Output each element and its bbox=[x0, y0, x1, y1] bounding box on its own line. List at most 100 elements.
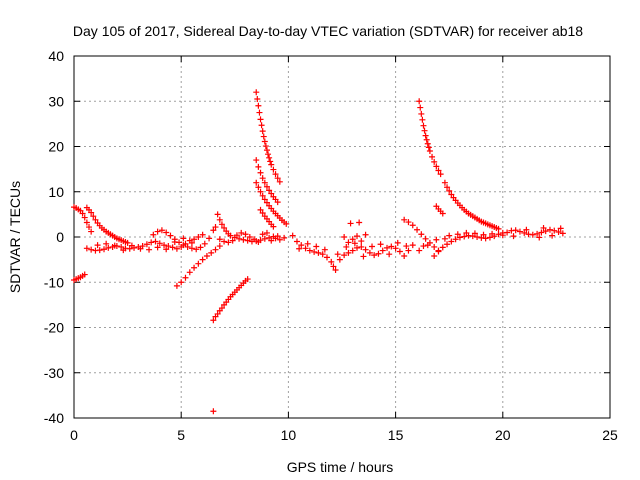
data-point-plus-marker bbox=[214, 211, 221, 218]
y-tick-label: 30 bbox=[48, 93, 64, 109]
data-point-plus-marker bbox=[499, 232, 506, 239]
data-point-plus-marker bbox=[203, 253, 210, 260]
data-point-plus-marker bbox=[270, 223, 277, 230]
data-point-plus-marker bbox=[336, 256, 343, 263]
data-point-plus-marker bbox=[148, 239, 155, 246]
data-point-plus-marker bbox=[349, 247, 356, 254]
data-point-plus-marker bbox=[163, 246, 170, 253]
data-point-plus-marker bbox=[182, 274, 189, 281]
data-point-plus-marker bbox=[167, 232, 174, 239]
data-point-plus-marker bbox=[334, 251, 341, 258]
data-point-plus-marker bbox=[161, 242, 168, 249]
data-point-plus-marker bbox=[263, 199, 270, 206]
data-point-plus-marker bbox=[274, 175, 281, 182]
data-point-plus-marker bbox=[403, 243, 410, 250]
data-point-plus-marker bbox=[240, 236, 247, 243]
data-point-plus-marker bbox=[448, 191, 455, 198]
data-point-plus-marker bbox=[111, 242, 118, 249]
data-point-plus-marker bbox=[349, 236, 356, 243]
data-point-plus-marker bbox=[272, 235, 279, 242]
data-point-plus-marker bbox=[435, 247, 442, 254]
data-point-plus-marker bbox=[423, 136, 430, 143]
y-tick-label: 0 bbox=[56, 229, 64, 245]
data-point-plus-marker bbox=[270, 166, 277, 173]
x-tick-label: 0 bbox=[70, 427, 78, 443]
data-point-plus-marker bbox=[178, 279, 185, 286]
y-tick-label: 40 bbox=[48, 48, 64, 64]
data-point-plus-marker bbox=[394, 239, 401, 246]
data-point-plus-marker bbox=[354, 233, 361, 240]
data-point-plus-marker bbox=[557, 225, 564, 232]
x-tick-label: 25 bbox=[602, 427, 618, 443]
data-point-plus-marker bbox=[409, 242, 416, 249]
data-point-plus-marker bbox=[158, 227, 165, 234]
data-point-plus-marker bbox=[362, 246, 369, 253]
data-points bbox=[71, 89, 566, 415]
data-point-plus-marker bbox=[319, 251, 326, 258]
data-point-plus-marker bbox=[233, 232, 240, 239]
data-point-plus-marker bbox=[538, 229, 545, 236]
data-point-plus-marker bbox=[244, 237, 251, 244]
data-point-plus-marker bbox=[265, 151, 272, 158]
data-point-plus-marker bbox=[152, 238, 159, 245]
data-point-plus-marker bbox=[283, 220, 290, 227]
data-point-plus-marker bbox=[128, 242, 135, 249]
data-point-plus-marker bbox=[169, 244, 176, 251]
data-point-plus-marker bbox=[257, 169, 264, 176]
data-point-plus-marker bbox=[371, 252, 378, 259]
data-point-plus-marker bbox=[298, 242, 305, 249]
data-point-plus-marker bbox=[258, 122, 265, 129]
plot-frame bbox=[73, 55, 611, 419]
data-point-plus-marker bbox=[143, 241, 150, 248]
data-point-plus-marker bbox=[521, 229, 528, 236]
data-point-plus-marker bbox=[401, 253, 408, 260]
data-point-plus-marker bbox=[416, 98, 423, 105]
data-point-plus-marker bbox=[221, 224, 228, 231]
data-point-plus-marker bbox=[461, 233, 468, 240]
data-point-plus-marker bbox=[137, 245, 144, 252]
data-point-plus-marker bbox=[180, 242, 187, 249]
data-point-plus-marker bbox=[345, 249, 352, 256]
data-point-plus-marker bbox=[261, 196, 268, 203]
data-point-plus-marker bbox=[559, 230, 566, 237]
data-point-plus-marker bbox=[83, 245, 90, 252]
data-point-plus-marker bbox=[471, 230, 478, 237]
data-point-plus-marker bbox=[257, 188, 264, 195]
y-tick-label: -20 bbox=[44, 320, 64, 336]
data-point-plus-marker bbox=[431, 243, 438, 250]
data-point-plus-marker bbox=[255, 163, 262, 170]
data-point-plus-marker bbox=[259, 175, 266, 182]
data-point-plus-marker bbox=[446, 232, 453, 239]
data-point-plus-marker bbox=[551, 227, 558, 234]
data-point-plus-marker bbox=[227, 232, 234, 239]
data-point-plus-marker bbox=[516, 228, 523, 235]
data-point-plus-marker bbox=[88, 209, 95, 216]
data-point-plus-marker bbox=[431, 253, 438, 260]
data-point-plus-marker bbox=[218, 305, 225, 312]
data-point-plus-marker bbox=[146, 246, 153, 253]
data-point-plus-marker bbox=[186, 269, 193, 276]
data-point-plus-marker bbox=[260, 133, 267, 140]
data-point-plus-marker bbox=[259, 192, 266, 199]
data-point-plus-marker bbox=[81, 271, 88, 278]
data-point-plus-marker bbox=[253, 157, 260, 164]
data-point-plus-marker bbox=[358, 243, 365, 250]
data-point-plus-marker bbox=[549, 232, 556, 239]
data-point-plus-marker bbox=[257, 206, 264, 213]
data-point-plus-marker bbox=[419, 116, 426, 123]
data-point-plus-marker bbox=[199, 231, 206, 238]
data-point-plus-marker bbox=[154, 228, 161, 235]
data-point-plus-marker bbox=[418, 110, 425, 117]
data-point-plus-marker bbox=[255, 102, 262, 109]
data-point-plus-marker bbox=[120, 247, 127, 254]
data-point-plus-marker bbox=[444, 184, 451, 191]
data-point-plus-marker bbox=[212, 246, 219, 253]
data-point-plus-marker bbox=[176, 239, 183, 246]
data-point-plus-marker bbox=[351, 240, 358, 247]
data-point-plus-marker bbox=[195, 234, 202, 240]
data-point-plus-marker bbox=[210, 227, 217, 234]
data-point-plus-marker bbox=[388, 243, 395, 250]
data-point-plus-marker bbox=[263, 147, 270, 154]
data-point-plus-marker bbox=[540, 224, 547, 231]
